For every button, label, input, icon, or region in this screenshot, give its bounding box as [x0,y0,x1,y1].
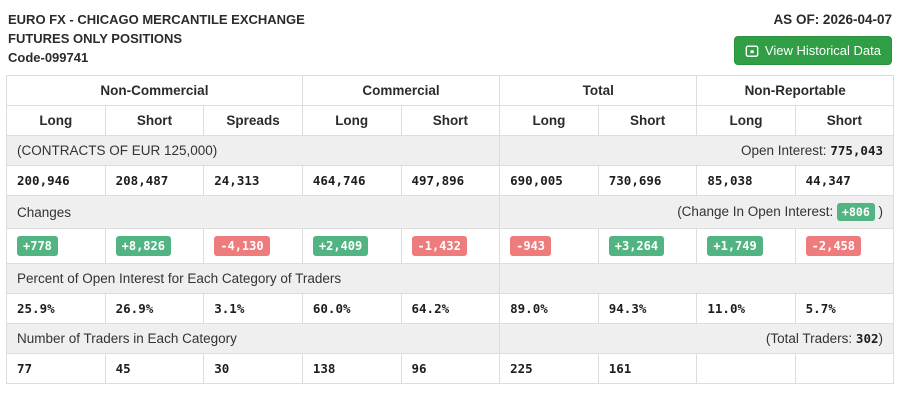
position-t-long: 690,005 [499,165,599,196]
traders-t-long: 225 [499,353,599,384]
contracts-label: (CONTRACTS OF EUR 125,000) [5,135,501,166]
open-interest-label: Open Interest: [741,143,831,158]
change-nc-short: +8,826 [115,236,171,256]
traders-row: 77 45 30 138 96 225 161 [6,353,895,384]
change-c-short: -1,432 [411,236,467,256]
traders-nc-spreads: 30 [203,353,303,384]
header-right-block: AS OF: 2026-04-07 View Historical Data [733,10,892,65]
percent-nc-short: 26.9% [104,293,205,324]
calendar-icon [745,44,759,58]
group-header-row: Non-Commercial Commercial Total Non-Repo… [6,75,894,106]
position-nr-long: 85,038 [696,165,796,196]
traders-band-row: Number of Traders in Each Category (Tota… [5,323,894,354]
change-oi-suffix: ) [874,204,884,219]
percent-nc-spreads: 3.1% [203,293,303,324]
positions-row: 200,946 208,487 24,313 464,746 497,896 6… [6,165,895,196]
group-header-total: Total [499,75,698,106]
change-t-short: +3,264 [608,236,665,256]
open-interest-cell: Open Interest: 775,043 [499,135,894,166]
percent-row: 25.9% 26.9% 3.1% 60.0% 64.2% 89.0% 94.3%… [6,293,895,324]
position-c-short: 497,896 [400,165,501,196]
column-header-c-long: Long [301,105,402,136]
change-c-long: +2,409 [312,236,369,256]
total-traders-suffix: ) [878,331,884,346]
changes-row: +778 +8,826 -4,130 +2,409 -1,432 -943 +3… [6,228,895,264]
percent-nr-long: 11.0% [696,293,796,324]
changes-band-row: Changes (Change In Open Interest: +806 ) [5,195,894,229]
column-header-t-long: Long [499,105,599,136]
report-title-line1: EURO FX - CHICAGO MERCANTILE EXCHANGE [8,12,305,27]
column-header-t-short: Short [597,105,698,136]
column-header-nc-long: Long [6,105,106,136]
percent-nc-long: 25.9% [6,293,106,324]
percent-c-short: 64.2% [400,293,501,324]
column-header-row: Long Short Spreads Long Short Long Short… [6,105,895,136]
column-header-nc-short: Short [104,105,205,136]
change-nc-spreads: -4,130 [214,236,270,256]
traders-c-long: 138 [301,353,402,384]
percent-band-spacer [499,263,894,294]
change-nr-long: +1,749 [707,236,763,256]
group-header-non-reportable: Non-Reportable [696,75,894,106]
open-interest-value: 775,043 [830,143,883,158]
group-header-commercial: Commercial [301,75,501,106]
column-header-c-short: Short [400,105,501,136]
as-of-date: AS OF: 2026-04-07 [773,12,892,27]
percent-t-short: 94.3% [597,293,698,324]
traders-nr-long [696,353,796,384]
changes-label: Changes [5,195,501,229]
total-traders-prefix: (Total Traders: [765,331,856,346]
traders-nr-short [794,353,895,384]
report-title-block: EURO FX - CHICAGO MERCANTILE EXCHANGE FU… [8,10,305,67]
total-traders-value: 302 [855,331,879,346]
change-open-interest-cell: (Change In Open Interest: +806 ) [499,195,894,229]
column-header-nr-short: Short [794,105,895,136]
percent-label: Percent of Open Interest for Each Catego… [5,263,501,294]
traders-t-short: 161 [597,353,698,384]
traders-nc-short: 45 [104,353,205,384]
view-historical-data-button[interactable]: View Historical Data [733,36,892,65]
percent-t-long: 89.0% [499,293,599,324]
position-c-long: 464,746 [301,165,402,196]
change-oi-badge: +806 [837,203,875,221]
traders-nc-long: 77 [6,353,106,384]
total-traders-cell: (Total Traders: 302) [499,323,894,354]
position-t-short: 730,696 [597,165,698,196]
change-t-long: -943 [510,236,552,256]
view-historical-data-label: View Historical Data [764,43,881,58]
contracts-band-row: (CONTRACTS OF EUR 125,000) Open Interest… [5,135,894,166]
position-nc-short: 208,487 [104,165,205,196]
cot-report-table: Non-Commercial Commercial Total Non-Repo… [5,75,895,384]
report-code: Code-099741 [8,50,89,65]
position-nr-short: 44,347 [794,165,895,196]
page-header: EURO FX - CHICAGO MERCANTILE EXCHANGE FU… [0,0,900,71]
traders-label: Number of Traders in Each Category [5,323,501,354]
percent-c-long: 60.0% [301,293,402,324]
change-oi-prefix: (Change In Open Interest: [677,204,838,219]
percent-band-row: Percent of Open Interest for Each Catego… [5,263,894,294]
group-header-non-commercial: Non-Commercial [6,75,303,106]
traders-c-short: 96 [400,353,501,384]
percent-nr-short: 5.7% [794,293,895,324]
change-nc-long: +778 [17,236,58,256]
position-nc-long: 200,946 [6,165,106,196]
position-nc-spreads: 24,313 [203,165,303,196]
change-nr-short: -2,458 [805,236,861,256]
report-title-line2: FUTURES ONLY POSITIONS [8,31,183,46]
column-header-nc-spreads: Spreads [203,105,303,136]
column-header-nr-long: Long [696,105,796,136]
